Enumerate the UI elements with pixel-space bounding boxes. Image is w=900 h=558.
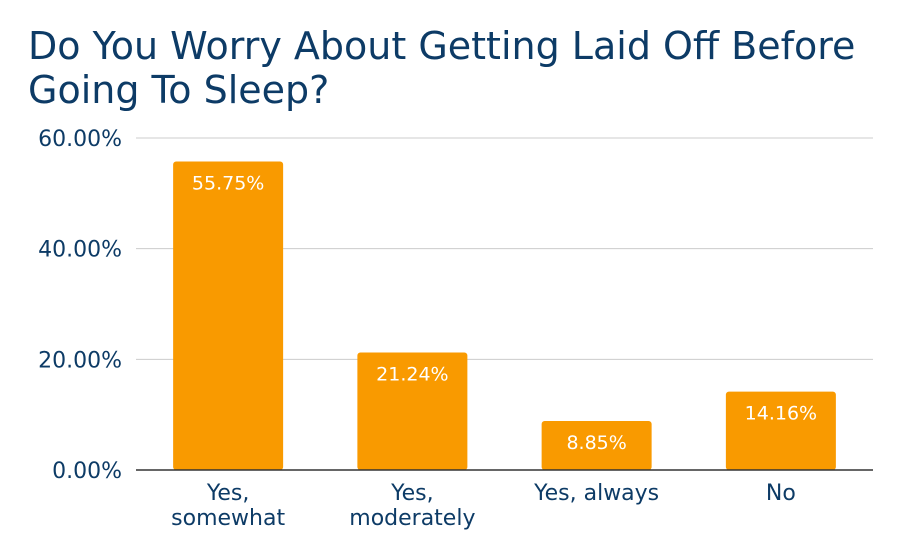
data-label: 21.24% xyxy=(376,363,448,385)
y-tick-label: 60.00% xyxy=(38,127,122,152)
bars xyxy=(173,161,836,470)
data-labels: 55.75% 21.24% 8.85% 14.16% xyxy=(192,173,817,455)
data-label: 14.16% xyxy=(745,403,817,425)
chart-title: Do You Worry About Getting Laid Off Befo… xyxy=(28,24,856,112)
x-tick-label: Yes, always xyxy=(533,481,659,506)
bar xyxy=(725,391,836,470)
x-tick-label-line: Yes, xyxy=(390,481,434,506)
y-tick-label: 20.00% xyxy=(38,348,122,373)
y-axis-ticks: 0.00% 20.00% 40.00% 60.00% xyxy=(38,127,122,484)
data-label: 8.85% xyxy=(566,432,626,454)
y-tick-label: 40.00% xyxy=(38,238,122,263)
x-tick-label: Yes, somewhat xyxy=(171,481,285,531)
x-tick-label-line: No xyxy=(766,481,796,506)
x-tick-label-line: Yes, always xyxy=(533,481,659,506)
bar xyxy=(173,161,284,470)
y-tick-label: 0.00% xyxy=(52,459,122,484)
data-label: 55.75% xyxy=(192,173,264,195)
x-tick-label: Yes, moderately xyxy=(349,481,475,531)
x-tick-label-line: Yes, xyxy=(206,481,250,506)
x-tick-label: No xyxy=(766,481,796,506)
x-tick-label-line: somewhat xyxy=(171,506,285,531)
bar xyxy=(541,421,652,470)
x-tick-label-line: moderately xyxy=(349,506,475,531)
bar xyxy=(357,352,468,470)
